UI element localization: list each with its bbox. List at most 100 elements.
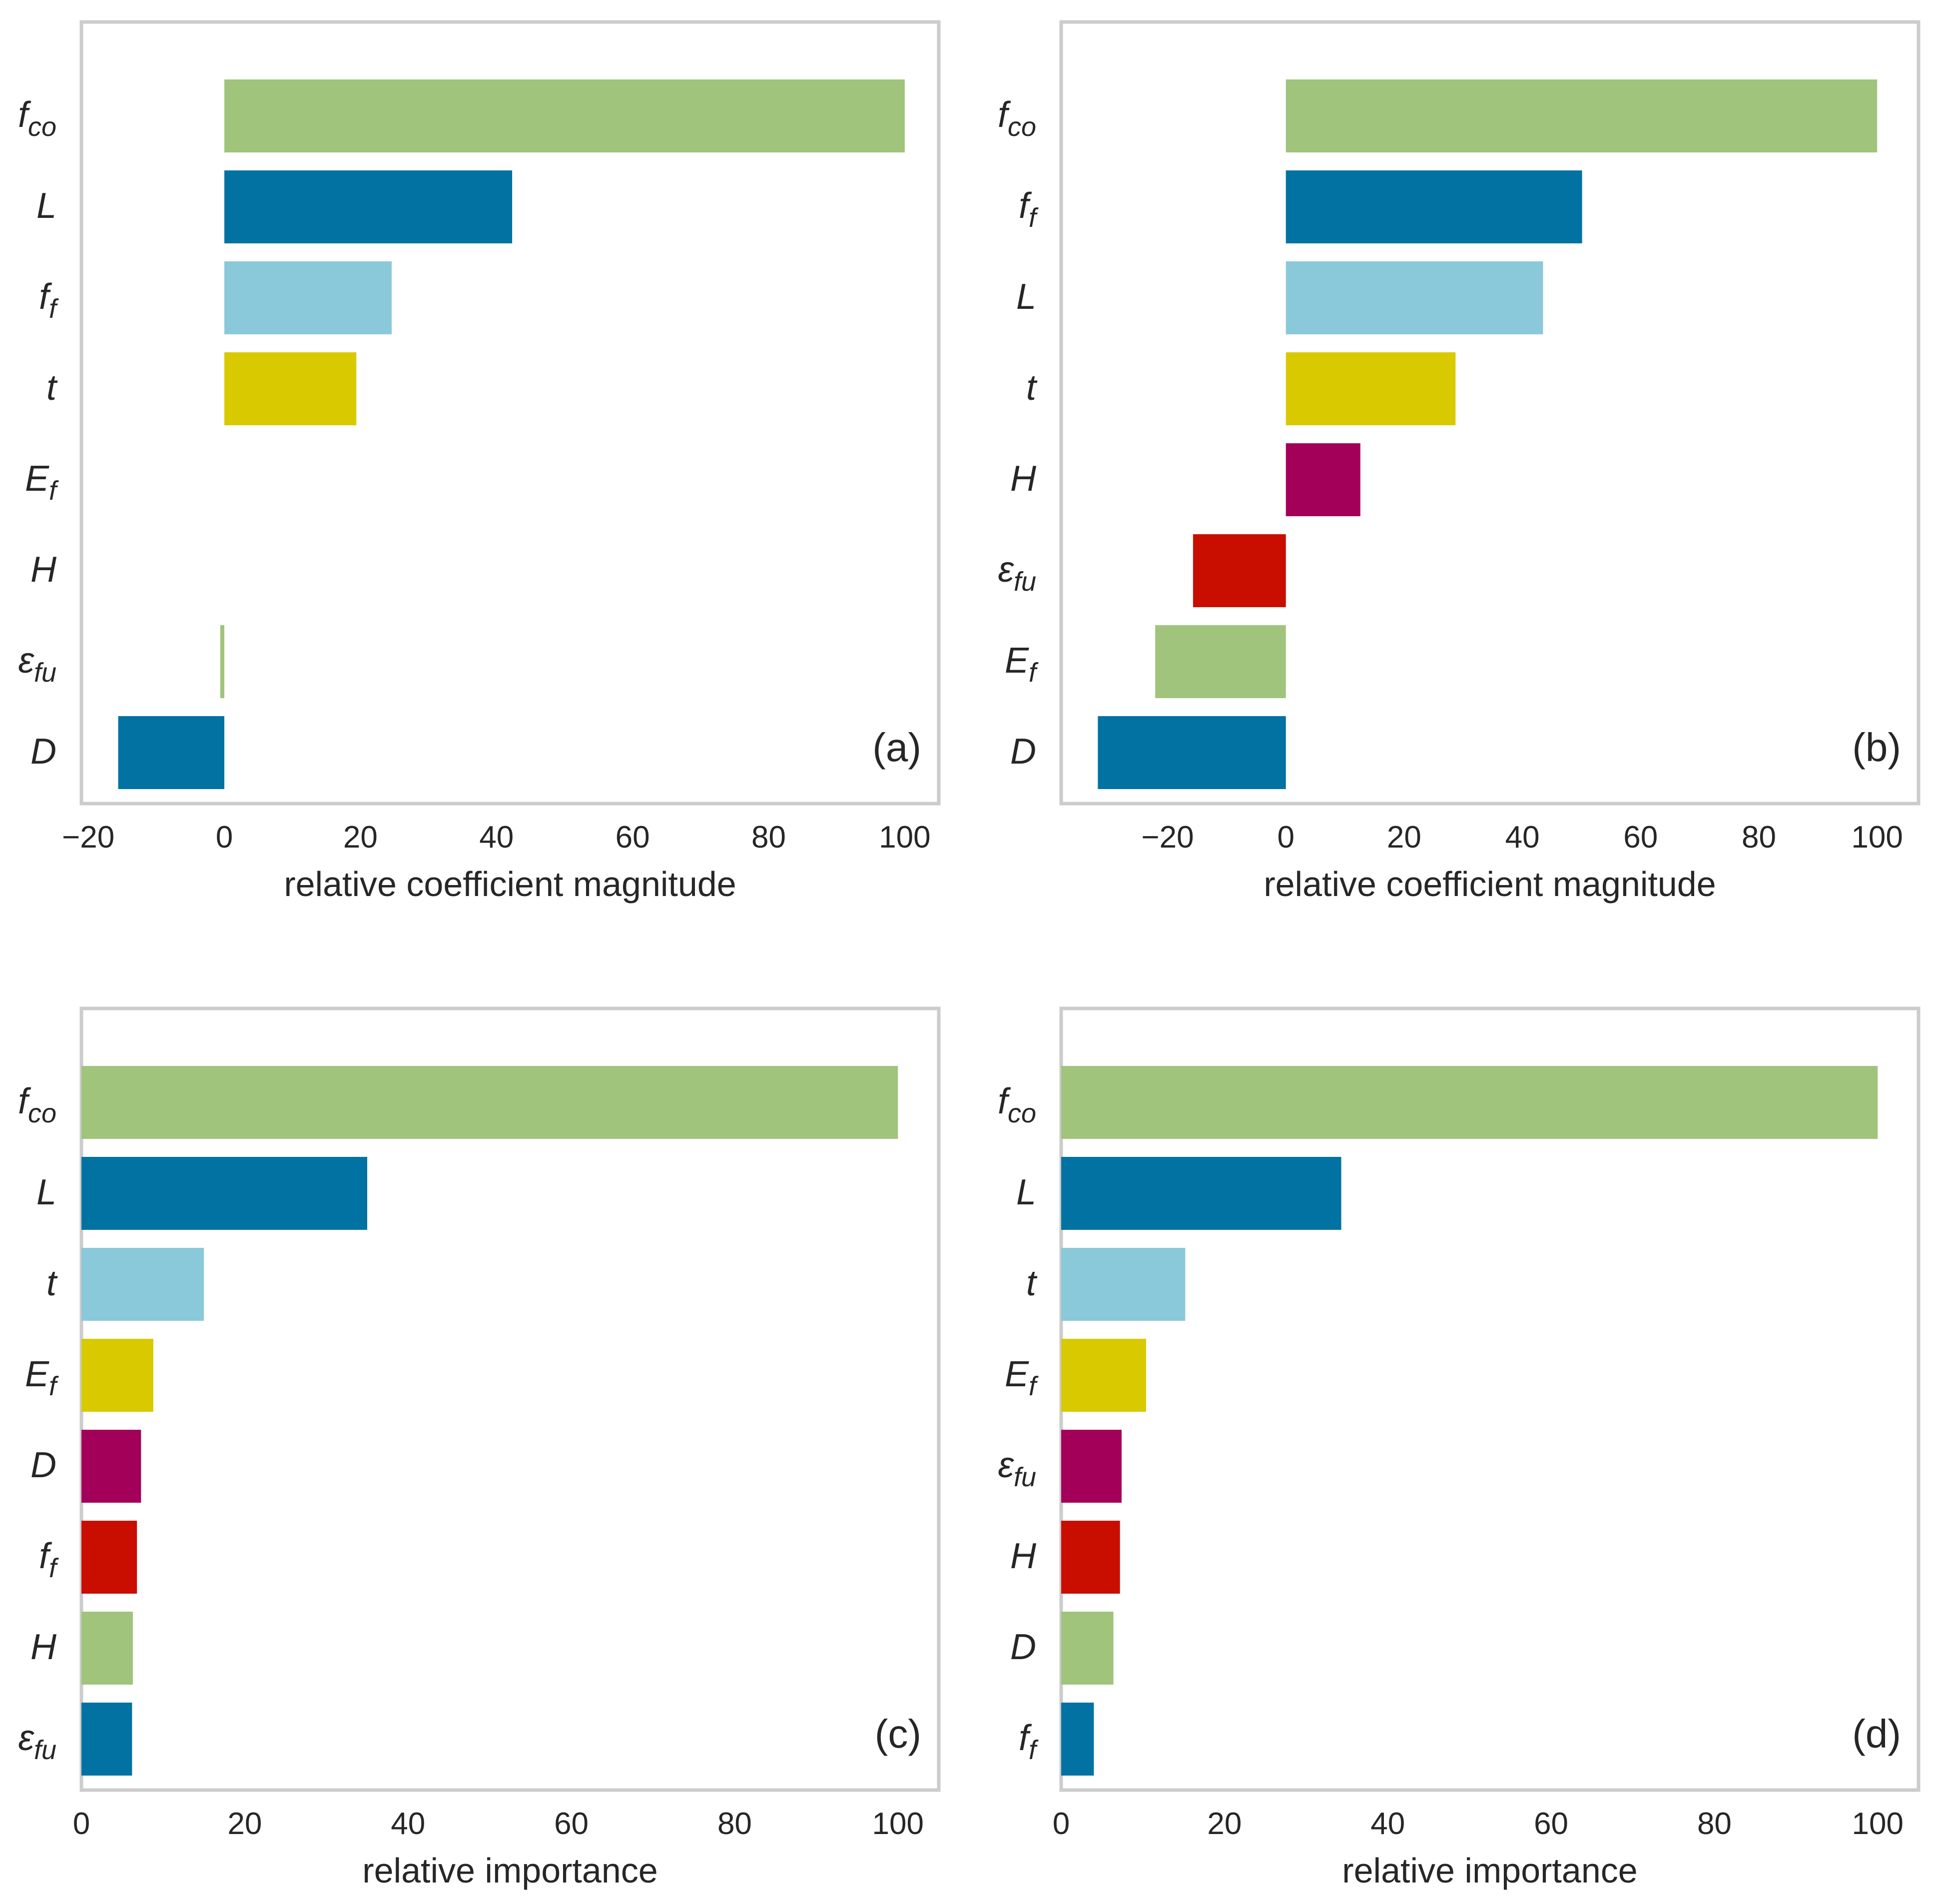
y-tick-label: εfu: [18, 1718, 56, 1765]
y-tick-label: t: [1026, 1263, 1038, 1303]
x-tick-label: 80: [1697, 1807, 1732, 1841]
y-tick-label: fco: [998, 1081, 1036, 1128]
x-tick-label: 100: [879, 820, 930, 855]
x-axis-label: relative coefficient magnitude: [284, 865, 736, 904]
bar: [81, 1157, 367, 1230]
x-tick-label: 40: [1370, 1807, 1405, 1841]
axes-frame: [1059, 20, 1921, 806]
y-tick-label: t: [1026, 368, 1038, 408]
bar: [220, 625, 224, 698]
bar: [1286, 261, 1543, 334]
panel-label: (a): [872, 725, 921, 770]
x-tick-label: 60: [1623, 820, 1658, 855]
panel-label: (d): [1852, 1712, 1901, 1756]
y-tick-label: εfu: [998, 1445, 1036, 1492]
bar: [81, 1339, 153, 1412]
x-tick-label: 60: [1534, 1807, 1568, 1841]
x-tick-label: 20: [1207, 1807, 1242, 1841]
y-tick-label: L: [36, 1172, 56, 1212]
x-tick-label: 80: [717, 1807, 752, 1841]
x-axis-label: relative coefficient magnitude: [1264, 865, 1716, 904]
y-tick-label: D: [1010, 1627, 1036, 1667]
x-tick-label: 80: [751, 820, 786, 855]
y-tick-label: ff: [1019, 186, 1039, 233]
x-tick-label: 20: [1387, 820, 1421, 855]
x-tick-label: 100: [1852, 1807, 1904, 1841]
x-axis-label: relative importance: [362, 1851, 657, 1890]
y-tick-label: Ef: [25, 1354, 59, 1401]
y-tick-label: D: [30, 1445, 56, 1485]
y-tick-label: Ef: [1005, 641, 1039, 688]
x-tick-label: −20: [1141, 820, 1194, 855]
x-tick-label: 60: [616, 820, 650, 855]
y-tick-label: t: [46, 368, 58, 408]
bar: [1286, 352, 1456, 425]
y-tick-label: fco: [998, 95, 1036, 142]
bar: [224, 352, 357, 425]
x-tick-label: 60: [554, 1807, 589, 1841]
bar: [81, 1521, 137, 1594]
y-tick-label: Ef: [1005, 1354, 1039, 1401]
bar: [1155, 625, 1286, 698]
bar: [1286, 79, 1878, 152]
y-tick-label: εfu: [998, 550, 1036, 597]
y-tick-label: H: [30, 1627, 57, 1667]
y-tick-label: H: [30, 550, 57, 590]
bar: [81, 1430, 141, 1503]
bar: [224, 79, 905, 152]
bar: [1061, 1703, 1094, 1776]
y-tick-label: D: [1010, 732, 1036, 772]
bar: [1061, 1430, 1122, 1503]
bar: [1286, 443, 1360, 516]
bar: [118, 716, 224, 789]
bar: [1061, 1157, 1341, 1230]
y-tick-label: fco: [18, 95, 56, 142]
y-tick-label: fco: [18, 1081, 56, 1128]
x-tick-label: 40: [479, 820, 514, 855]
x-tick-label: 20: [343, 820, 378, 855]
axes-frame: [79, 20, 941, 806]
bar: [81, 1066, 898, 1139]
y-tick-label: H: [1010, 1536, 1037, 1576]
y-tick-label: ff: [39, 1536, 59, 1583]
x-tick-label: 20: [227, 1807, 262, 1841]
x-axis-label: relative importance: [1342, 1851, 1637, 1890]
bar: [224, 261, 392, 334]
x-tick-label: 80: [1742, 820, 1776, 855]
bar: [1098, 716, 1286, 789]
x-tick-label: 40: [1505, 820, 1540, 855]
bar: [1061, 1612, 1114, 1685]
y-tick-label: L: [1016, 1172, 1036, 1212]
x-tick-label: 0: [216, 820, 233, 855]
y-tick-label: t: [46, 1263, 58, 1303]
x-tick-label: 0: [1053, 1807, 1070, 1841]
x-tick-label: 100: [872, 1807, 924, 1841]
x-tick-label: 40: [391, 1807, 425, 1841]
x-tick-label: 0: [1277, 820, 1294, 855]
bar: [1061, 1339, 1146, 1412]
panel-label: (b): [1852, 725, 1901, 770]
x-tick-label: 0: [73, 1807, 90, 1841]
bar: [1061, 1521, 1120, 1594]
y-tick-label: L: [1016, 277, 1036, 317]
y-tick-label: Ef: [25, 459, 59, 506]
y-tick-label: L: [36, 186, 56, 226]
bar: [224, 170, 513, 243]
bar: [81, 1612, 133, 1685]
bar: [1061, 1066, 1878, 1139]
bar: [81, 1703, 132, 1776]
y-tick-label: εfu: [18, 641, 56, 688]
y-tick-label: D: [30, 732, 56, 772]
bar: [1061, 1248, 1186, 1321]
bar: [1193, 534, 1286, 607]
y-tick-label: H: [1010, 459, 1037, 499]
bar: [1286, 170, 1582, 243]
bar: [81, 1248, 204, 1321]
x-tick-label: 100: [1851, 820, 1903, 855]
x-tick-label: −20: [62, 820, 114, 855]
panel-label: (c): [875, 1712, 921, 1756]
